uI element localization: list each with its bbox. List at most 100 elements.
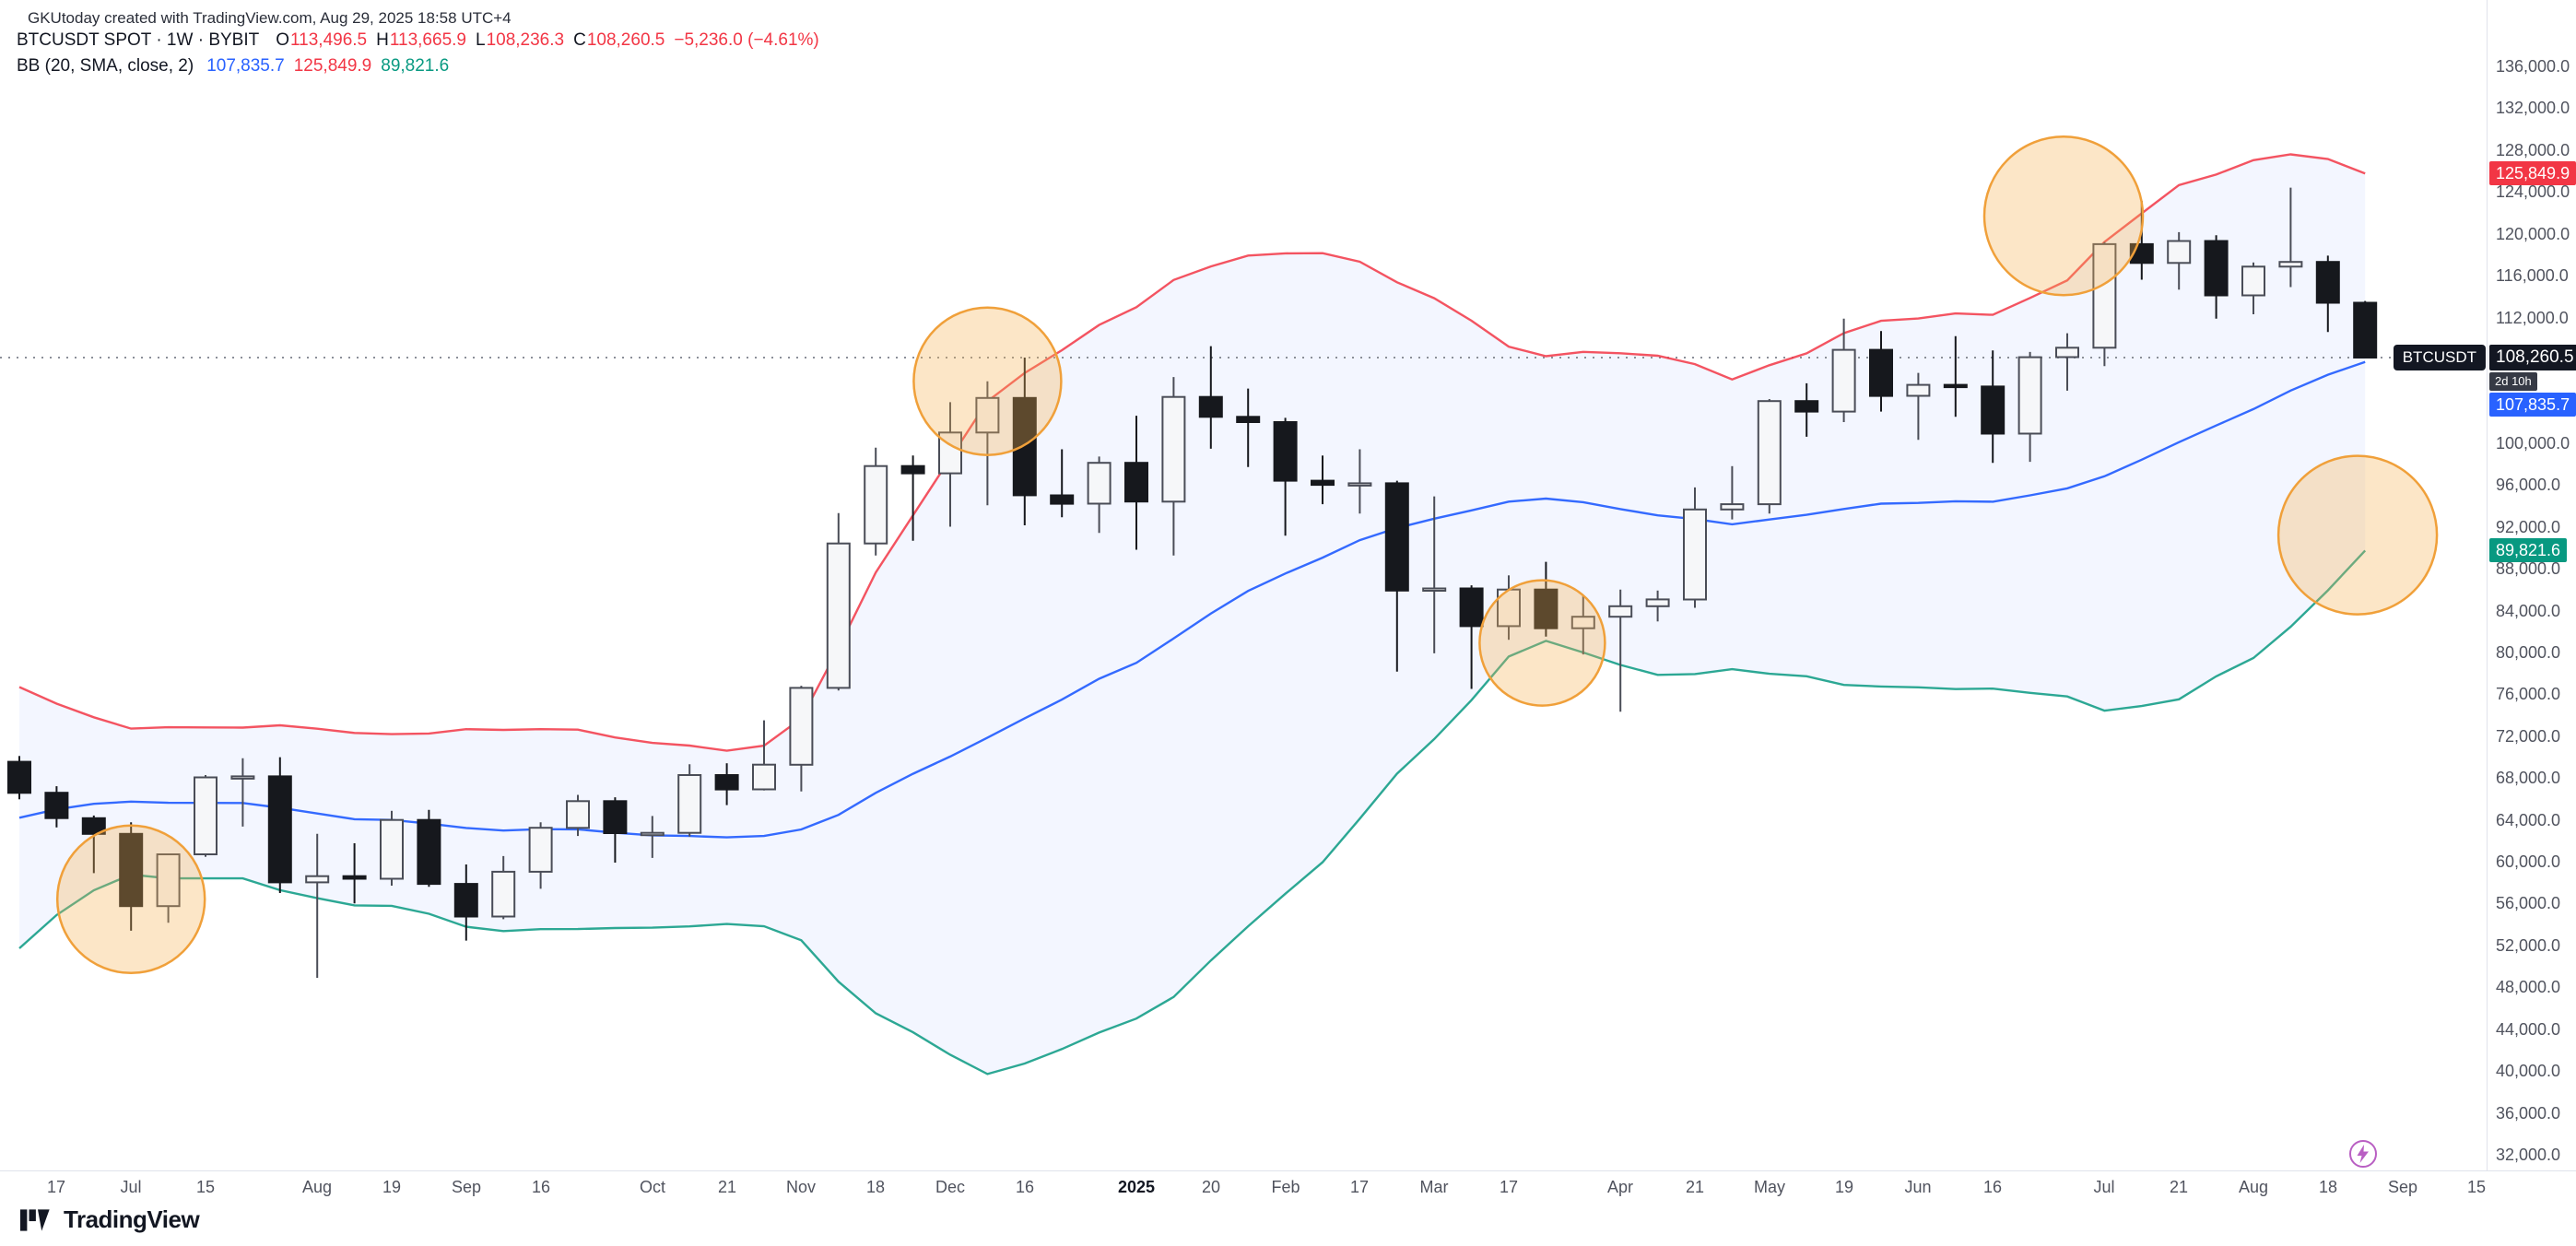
annotation-circle[interactable]	[912, 306, 1063, 456]
annotation-circle[interactable]	[55, 824, 206, 975]
price-change: −5,236.0 (−4.61%)	[674, 30, 819, 50]
time-axis-label: 17	[1349, 1178, 1370, 1196]
candle	[2017, 356, 2042, 435]
price-axis-label: 64,000.0	[2496, 811, 2561, 829]
bb-lower-line[interactable]	[18, 549, 2367, 1076]
lightning-alert-icon[interactable]	[2347, 1137, 2380, 1170]
candle	[1831, 348, 1856, 413]
ohlc-high: H 113,665.9	[376, 30, 466, 50]
bb-basis-line[interactable]	[18, 360, 2366, 839]
time-axis-label: 19	[1834, 1178, 1854, 1196]
bb-upper-price-badge: 125,849.9	[2489, 161, 2576, 185]
candle	[603, 800, 628, 834]
candle	[1161, 395, 1186, 503]
candle	[2278, 261, 2303, 268]
candle	[1534, 588, 1559, 629]
time-axis-label: 15	[2466, 1178, 2487, 1196]
candle	[267, 775, 292, 884]
price-axis-label: 124,000.0	[2496, 182, 2570, 201]
price-axis-label: 132,000.0	[2496, 99, 2570, 117]
candle	[1422, 587, 1447, 592]
price-axis-label: 128,000.0	[2496, 141, 2570, 159]
indicator-title[interactable]: BB (20, SMA, close, 2)	[17, 56, 194, 76]
candle	[1869, 348, 1893, 397]
time-axis-label: Apr	[1606, 1178, 1634, 1196]
candle	[453, 883, 478, 918]
tradingview-logo-icon	[20, 1208, 50, 1231]
candle	[1236, 416, 1261, 423]
candle	[2315, 261, 2340, 304]
candle	[864, 464, 888, 545]
time-axis-label: 18	[865, 1178, 886, 1196]
time-axis-label: Aug	[2238, 1178, 2269, 1196]
candle	[2241, 265, 2265, 297]
annotation-circle[interactable]	[1982, 135, 2145, 297]
legend-indicator-row: BB (20, SMA, close, 2) 107,835.7 125,849…	[17, 56, 819, 82]
time-axis-label: 21	[2169, 1178, 2189, 1196]
candle	[81, 817, 106, 835]
price-axis[interactable]: 136,000.0 132,000.0 128,000.0 124,000.0 120,…	[2487, 0, 2576, 1170]
tradingview-brand-link[interactable]: TradingView	[20, 1205, 200, 1234]
candle	[1124, 462, 1148, 503]
price-axis-label: 68,000.0	[2496, 769, 2561, 787]
candle	[44, 792, 69, 819]
time-axis-label: May	[1753, 1178, 1786, 1196]
price-axis-label: 44,000.0	[2496, 1020, 2561, 1039]
candle	[1311, 479, 1335, 487]
price-axis-label: 100,000.0	[2496, 434, 2570, 453]
candle	[1943, 383, 1968, 389]
price-axis-label: 92,000.0	[2496, 518, 2561, 536]
time-axis-label: 19	[382, 1178, 402, 1196]
time-axis-label: Feb	[1271, 1178, 1300, 1196]
price-axis-label: 52,000.0	[2496, 936, 2561, 955]
ohlc-close: C 108,260.5	[573, 30, 665, 50]
candle	[2055, 347, 2079, 359]
candle	[1757, 400, 1782, 506]
price-axis-label: 84,000.0	[2496, 602, 2561, 620]
time-axis-label: 21	[717, 1178, 737, 1196]
price-axis-label: 120,000.0	[2496, 225, 2570, 243]
time-axis-label: 16	[531, 1178, 551, 1196]
candle	[7, 760, 31, 794]
time-axis-label: Jun	[1904, 1178, 1932, 1196]
legend: BTCUSDT SPOT · 1W · BYBIT O 113,496.5 H 11…	[17, 30, 819, 82]
price-axis-label: 76,000.0	[2496, 685, 2561, 703]
time-axis-label: Jul	[120, 1178, 142, 1196]
price-axis-label: 72,000.0	[2496, 727, 2561, 746]
annotation-circle[interactable]	[2276, 454, 2439, 616]
candle	[1198, 395, 1223, 418]
candle	[789, 687, 814, 766]
time-axis[interactable]: 17 Jul 15 Aug 19 Sep 16 Oct 21 Nov 18 Dec 16 2025 20 Fe…	[0, 1170, 2576, 1246]
candle	[1050, 494, 1075, 505]
time-axis-label: 18	[2318, 1178, 2338, 1196]
bb-upper-line[interactable]	[18, 153, 2366, 752]
bb-lower-value: 89,821.6	[381, 56, 450, 76]
candle	[2092, 242, 2117, 349]
price-axis-label: 88,000.0	[2496, 559, 2561, 578]
legend-symbol-row: BTCUSDT SPOT · 1W · BYBIT O 113,496.5 H 11…	[17, 30, 819, 56]
annotation-circle[interactable]	[1478, 579, 1606, 707]
candle	[1347, 482, 1372, 487]
watermark: GKUtoday created with TradingView.com, A…	[28, 9, 512, 27]
price-axis-label: 48,000.0	[2496, 978, 2561, 996]
candle	[714, 774, 739, 791]
price-axis-label: 116,000.0	[2496, 266, 2569, 285]
candle	[1384, 482, 1409, 592]
candle	[752, 763, 776, 791]
candle	[640, 831, 665, 837]
time-axis-label: 21	[1685, 1178, 1705, 1196]
symbol-title[interactable]: BTCUSDT SPOT · 1W · BYBIT	[17, 30, 260, 50]
price-axis-label: 36,000.0	[2496, 1104, 2561, 1123]
time-axis-label: Nov	[785, 1178, 817, 1196]
bb-lower-price-badge: 89,821.6	[2489, 538, 2568, 562]
candle	[1683, 508, 1707, 601]
candle	[566, 800, 590, 829]
candle	[1645, 598, 1670, 607]
last-price-symbol-tag: BTCUSDT	[2393, 345, 2486, 370]
candle	[1087, 462, 1112, 505]
time-axis-label: 16	[1982, 1178, 2003, 1196]
price-axis-label: 96,000.0	[2496, 476, 2561, 494]
bollinger-band-fill	[19, 154, 2366, 1075]
